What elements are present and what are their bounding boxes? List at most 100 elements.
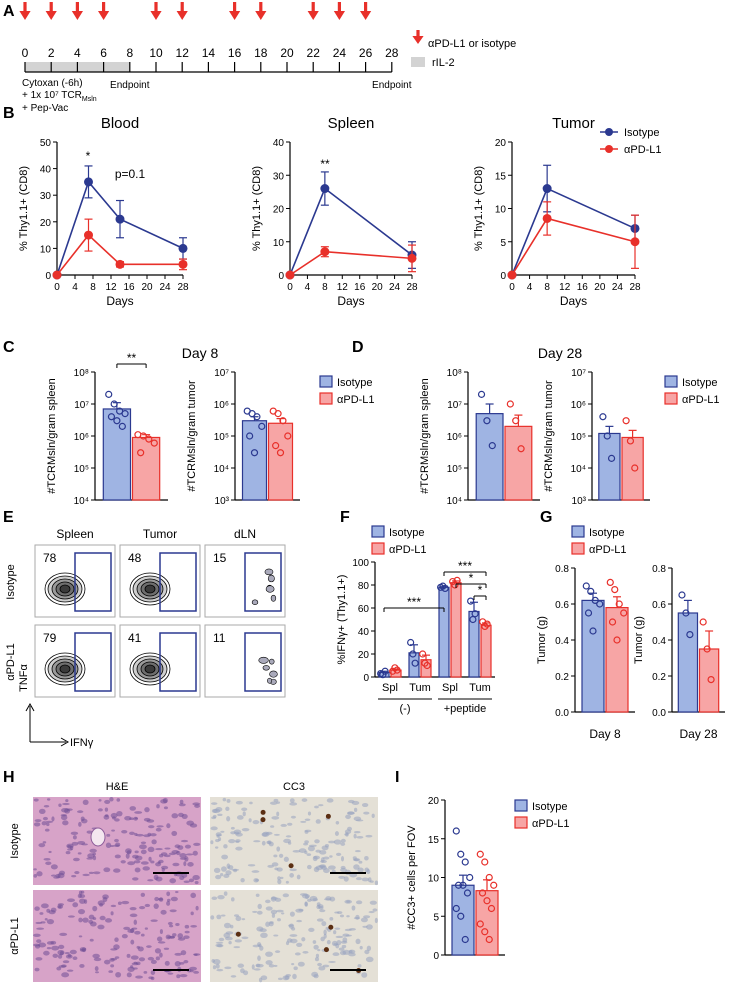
cell-nucleus [33,868,37,871]
cc3-positive-cell [260,809,266,815]
cell-nucleus [274,950,281,954]
cell-nucleus [98,799,102,802]
data-point [606,578,614,587]
x-axis-label: Days [337,294,364,308]
cell-nucleus [318,966,326,971]
cell-nucleus [33,798,39,802]
histology-row-label: αPD-L1 [9,917,21,955]
bar [581,599,605,713]
cell-nucleus [262,831,270,837]
y-tick-label: 30 [40,191,52,202]
cell-nucleus [183,935,190,939]
cell-nucleus [130,939,135,945]
cell-nucleus [143,817,151,822]
cell-nucleus [34,967,40,972]
annotation: ** [320,157,330,171]
cell-nucleus [193,970,200,974]
cell-nucleus [158,859,164,864]
cell-nucleus [308,844,317,847]
cell-nucleus [267,864,274,868]
data-point [145,435,153,443]
cell-nucleus [339,914,344,918]
flow-contour [251,599,259,605]
cell-nucleus [113,868,121,873]
cell-nucleus [42,816,48,821]
cell-nucleus [62,820,69,826]
cell-nucleus [241,807,248,812]
cell-nucleus [133,860,141,864]
series-line [511,217,636,276]
cell-nucleus [269,801,278,805]
legend-label: αPD-L1 [589,544,627,556]
x-tick-label: 28 [177,282,189,293]
cell-nucleus [355,900,363,905]
cell-nucleus [70,831,79,836]
cell-nucleus [307,811,312,816]
cell-nucleus [46,908,51,913]
x-tick-label: 28 [629,282,641,293]
timeline-tick-label: 12 [176,46,190,60]
injection-arrow [228,2,241,20]
data-point [178,259,188,269]
data-point [421,659,429,667]
cell-nucleus [314,839,320,844]
cell-nucleus [355,938,361,945]
cell-nucleus [274,867,279,871]
data-point [483,417,491,425]
cell-nucleus [46,946,52,950]
cell-nucleus [184,844,191,849]
cell-nucleus [361,972,368,978]
cell-nucleus [363,811,370,815]
cell-nucleus [364,949,370,955]
injection-arrow [45,2,57,20]
panel-label: B [3,105,15,122]
legend-arrow [412,30,424,44]
cell-nucleus [241,827,250,832]
flow-contour [262,665,270,671]
cell-nucleus [334,911,340,914]
cell-nucleus [150,860,155,864]
cc3-positive-cell [288,863,294,869]
cell-nucleus [307,864,312,870]
y-tick-label: 10³ [572,496,587,507]
cell-nucleus [134,832,138,836]
data-point [393,666,401,674]
timeline-tick-label: 2 [48,46,55,60]
annotation: * [469,571,474,585]
flow-contour [270,594,277,602]
cell-nucleus [219,872,224,877]
data-point [587,587,595,596]
cell-nucleus [177,845,184,850]
cell-nucleus [295,908,304,913]
cell-nucleus [179,852,187,859]
y-tick-label: 60 [358,604,370,615]
cell-nucleus [129,907,137,911]
y-tick-label: 10⁶ [447,432,462,443]
cell-nucleus [139,906,146,910]
y-tick-label: 0.2 [652,672,666,683]
y-tick-label: 30 [273,171,285,182]
x-tick-label: Tum [469,682,491,694]
y-tick-label: 10⁵ [447,464,462,475]
cell-nucleus [92,855,97,861]
data-point [279,417,287,425]
data-point [407,253,417,263]
cell-nucleus [95,971,99,974]
cell-nucleus [278,853,284,858]
cell-nucleus [48,850,52,854]
cell-nucleus [51,816,55,822]
cell-nucleus [166,891,171,897]
data-point [542,213,552,223]
cell-nucleus [228,838,236,844]
legend-swatch [664,392,678,405]
cell-nucleus [345,814,351,820]
cell-nucleus [366,924,373,930]
cell-nucleus [304,830,309,834]
cell-nucleus [72,835,77,840]
cell-nucleus [114,854,121,859]
data-point [699,618,707,626]
cell-nucleus [120,860,126,864]
cell-nucleus [215,941,224,944]
cell-nucleus [129,831,135,836]
cell-nucleus [81,818,88,824]
